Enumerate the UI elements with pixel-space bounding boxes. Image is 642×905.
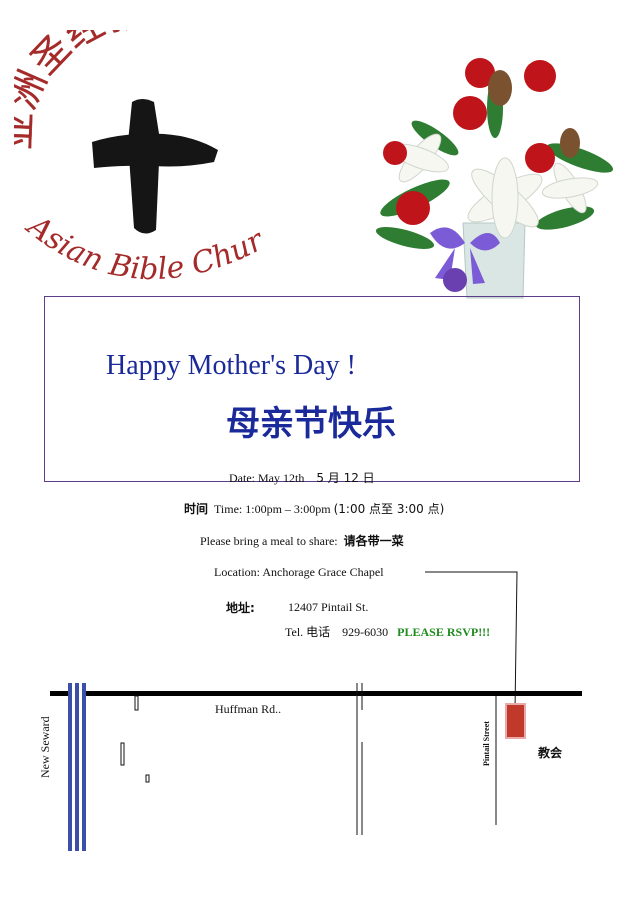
time-chinese: (1:00 点至 3:00 点) bbox=[333, 502, 445, 516]
cross-icon bbox=[92, 99, 218, 234]
date-line: Date: May 12th 5 月 12 日 bbox=[229, 469, 375, 486]
rsvp-text: PLEASE RSVP!!! bbox=[397, 625, 491, 639]
church-marker bbox=[505, 703, 526, 739]
church-label: 教会 bbox=[538, 746, 563, 760]
phone-line: Tel. 电话 929-6030 PLEASE RSVP!!! bbox=[285, 623, 490, 640]
meal-line: Please bring a meal to share: 请各带一菜 bbox=[200, 532, 404, 549]
date-chinese: 5 月 12 日 bbox=[316, 471, 375, 485]
announcement-box bbox=[44, 296, 580, 482]
church-logo: 亚洲圣经教会 Asian Bible Church bbox=[14, 30, 271, 287]
title-english: Happy Mother's Day ! bbox=[106, 350, 356, 381]
location-map bbox=[50, 571, 582, 851]
time-chinese-label: 时间 bbox=[184, 502, 209, 516]
huffman-road-label: Huffman Rd.. bbox=[215, 702, 282, 716]
phone-label: Tel. bbox=[285, 625, 304, 639]
time-line: 时间 Time: 1:00pm – 3:00pm (1:00 点至 3:00 点… bbox=[184, 500, 444, 517]
new-seward-road bbox=[68, 683, 86, 851]
title-chinese: 母亲节快乐 bbox=[226, 404, 396, 444]
phone-number: 929-6030 bbox=[342, 625, 389, 639]
address-street: 12407 Pintail St. bbox=[288, 600, 369, 614]
direction-arrow bbox=[425, 571, 523, 715]
phone-chinese-label: 电话 bbox=[306, 625, 331, 639]
flower-bouquet-image bbox=[375, 58, 614, 299]
address-line: 地址: bbox=[226, 599, 255, 616]
new-seward-label: New Seward bbox=[38, 716, 52, 778]
meal-text: Please bring a meal to share: bbox=[200, 534, 338, 548]
location-line: Location: Anchorage Grace Chapel bbox=[214, 565, 384, 579]
pintail-street-label: Pintail Street bbox=[482, 721, 491, 766]
date-label: Date: May 12th bbox=[229, 471, 305, 485]
meal-chinese: 请各带一菜 bbox=[343, 534, 404, 548]
address-chinese-label: 地址: bbox=[226, 601, 255, 615]
logo-chinese-name: 亚洲圣经教会 bbox=[14, 30, 186, 150]
huffman-road bbox=[50, 691, 582, 696]
time-text: Time: 1:00pm – 3:00pm bbox=[214, 502, 331, 516]
